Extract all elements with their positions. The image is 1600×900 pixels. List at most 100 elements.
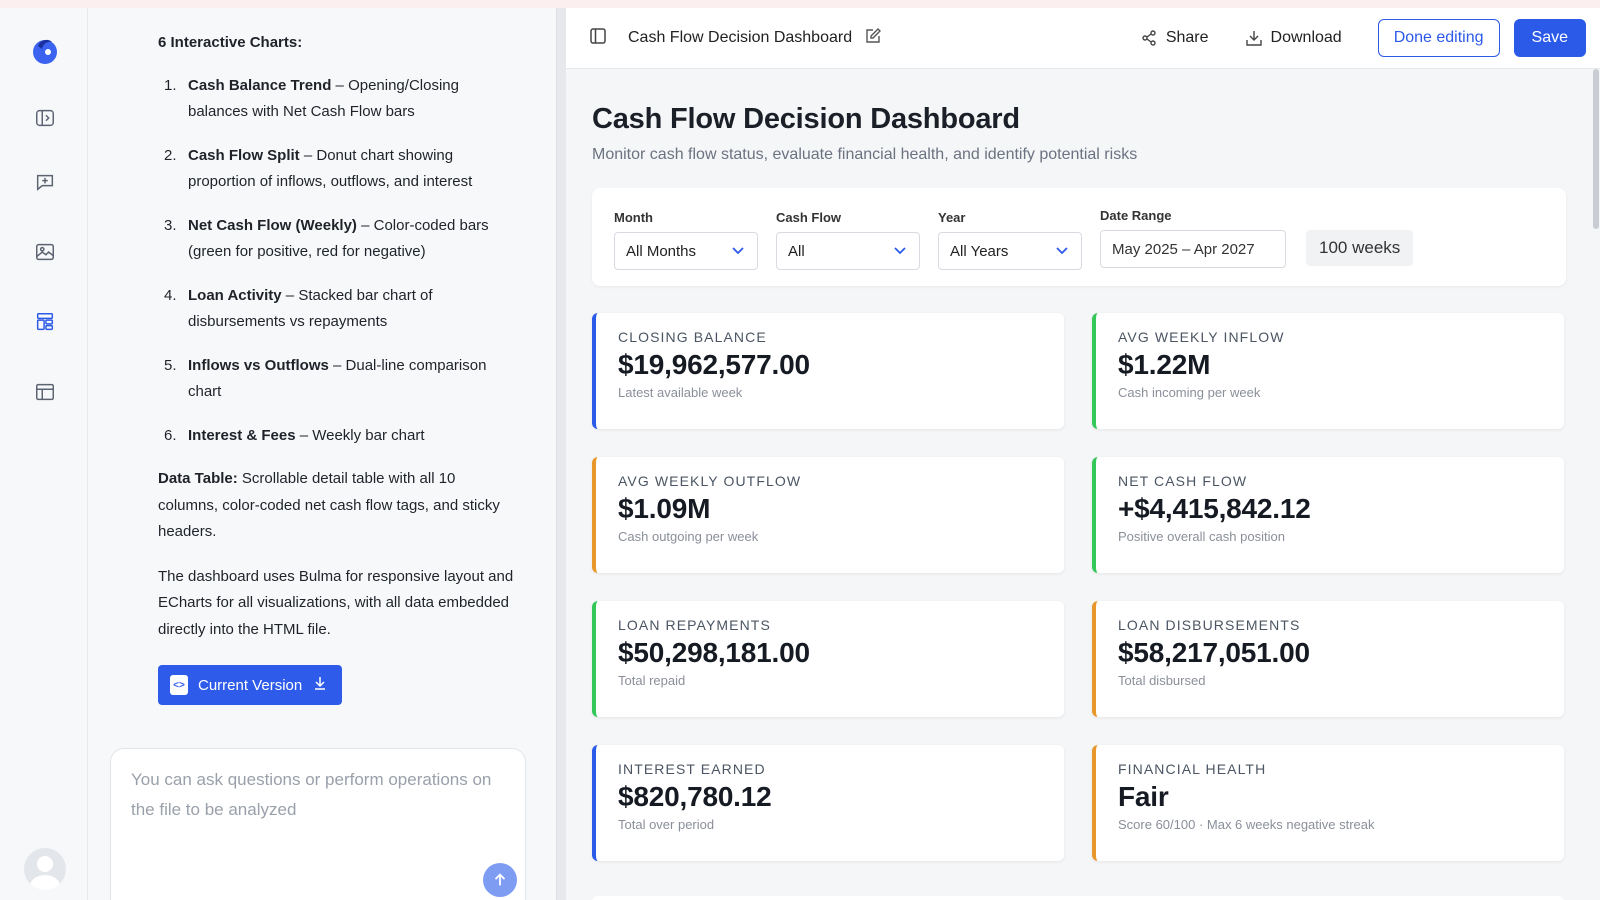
- kpi-hint: Total over period: [618, 817, 715, 832]
- left-rail: [0, 8, 88, 900]
- new-chat-icon[interactable]: [33, 170, 57, 194]
- list-item-title: Inflows vs Outflows: [188, 356, 329, 374]
- kpi-value: $50,298,181.00: [618, 637, 810, 668]
- preview-toolbar: Cash Flow Decision Dashboard Share Downl…: [566, 8, 1600, 69]
- download-label: Download: [1270, 29, 1342, 46]
- chevron-down-icon: [731, 243, 745, 261]
- charts-heading: 6 Interactive Charts:: [158, 34, 303, 51]
- list-item: 3. Net Cash Flow (Weekly) – Color-coded b…: [158, 213, 518, 266]
- list-item-text: – Weekly bar chart: [295, 426, 425, 444]
- data-table-text: Scrollable detail table with all 10 colu…: [158, 470, 500, 540]
- download-button[interactable]: Download: [1245, 29, 1342, 47]
- list-number: 2.: [164, 146, 177, 164]
- kpi-label: LOAN REPAYMENTS: [618, 617, 771, 633]
- kpi-card-avg-weekly-outflow: AVG WEEKLY OUTFLOW $1.09M Cash outgoing …: [592, 457, 1064, 573]
- list-item-title: Cash Balance Trend: [188, 76, 332, 94]
- list-item-text: – Dual-line comparison chart: [188, 356, 487, 401]
- list-item: 4. Loan Activity – Stacked bar chart of d…: [158, 283, 518, 336]
- kpi-value: $58,217,051.00: [1118, 637, 1310, 668]
- kpi-value: $820,780.12: [618, 781, 772, 812]
- scrollbar[interactable]: [1592, 69, 1600, 900]
- year-filter: Year All Years: [938, 210, 1082, 270]
- month-select[interactable]: All Months: [614, 232, 758, 270]
- chat-input[interactable]: You can ask questions or perform operati…: [110, 748, 526, 900]
- cash-flow-value: All: [788, 242, 805, 260]
- kpi-label: LOAN DISBURSEMENTS: [1118, 617, 1301, 633]
- year-value: All Years: [950, 242, 1009, 260]
- kpi-card-net-cash-flow: NET CASH FLOW +$4,415,842.12 Positive ov…: [1092, 457, 1564, 573]
- panel-toggle-icon[interactable]: [33, 106, 57, 130]
- kpi-card-interest-earned: INTEREST EARNED $820,780.12 Total over p…: [592, 745, 1064, 861]
- date-range-filter: Date Range May 2025 – Apr 2027: [1100, 208, 1286, 268]
- date-range-label: Date Range: [1100, 208, 1172, 223]
- kpi-card-avg-weekly-inflow: AVG WEEKLY INFLOW $1.22M Cash incoming p…: [1092, 313, 1564, 429]
- done-editing-button[interactable]: Done editing: [1377, 19, 1500, 57]
- filter-bar: Month All Months Cash Flow All Year All …: [592, 188, 1566, 286]
- list-number: 3.: [164, 216, 177, 234]
- charts-list: 1. Cash Balance Trend – Opening/Closing b…: [158, 73, 518, 450]
- kpi-value: +$4,415,842.12: [1118, 493, 1311, 524]
- current-version-label: Current Version: [198, 676, 303, 694]
- list-item-title: Interest & Fees: [188, 426, 296, 444]
- cash-flow-filter: Cash Flow All: [776, 210, 920, 270]
- save-button[interactable]: Save: [1513, 19, 1586, 57]
- list-item-title: Loan Activity: [188, 286, 282, 304]
- assistant-message: 6 Interactive Charts: 1. Cash Balance Tre…: [158, 30, 518, 705]
- list-item: 1. Cash Balance Trend – Opening/Closing b…: [158, 73, 518, 126]
- list-number: 5.: [164, 356, 177, 374]
- send-button[interactable]: [483, 863, 517, 897]
- chevron-down-icon: [893, 243, 907, 261]
- app-logo-icon[interactable]: [30, 36, 60, 66]
- list-item-text: – Stacked bar chart of disbursements vs …: [188, 286, 433, 331]
- month-label: Month: [614, 210, 653, 225]
- list-item: 2. Cash Flow Split – Donut chart showing …: [158, 143, 518, 196]
- kpi-card-closing-balance: CLOSING BALANCE $19,962,577.00 Latest av…: [592, 313, 1064, 429]
- list-item: 6. Interest & Fees – Weekly bar chart: [158, 423, 518, 450]
- dashboard-icon[interactable]: [33, 310, 57, 334]
- list-number: 4.: [164, 286, 177, 304]
- document-title: Cash Flow Decision Dashboard: [628, 29, 853, 46]
- current-version-button[interactable]: <> Current Version: [158, 665, 343, 705]
- kpi-label: AVG WEEKLY OUTFLOW: [618, 473, 802, 489]
- kpi-cards: CLOSING BALANCE $19,962,577.00 Latest av…: [592, 313, 1566, 861]
- month-value: All Months: [626, 242, 697, 260]
- kpi-hint: Latest available week: [618, 385, 743, 400]
- kpi-hint: Cash outgoing per week: [618, 529, 759, 544]
- avatar-icon[interactable]: [24, 848, 66, 890]
- cash-flow-label: Cash Flow: [776, 210, 842, 225]
- closing-paragraph: The dashboard uses Bulma for responsive …: [158, 567, 514, 638]
- kpi-label: CLOSING BALANCE: [618, 329, 767, 345]
- date-range-input[interactable]: May 2025 – Apr 2027: [1100, 230, 1286, 268]
- edit-title-icon[interactable]: [864, 27, 882, 50]
- list-item-title: Cash Flow Split: [188, 146, 300, 164]
- chat-input-placeholder: You can ask questions or perform operati…: [131, 770, 492, 819]
- year-select[interactable]: All Years: [938, 232, 1082, 270]
- download-icon: [312, 675, 328, 695]
- list-item-text: – Color-coded bars (green for positive, …: [188, 216, 489, 261]
- dashboard: Cash Flow Decision Dashboard Monitor cas…: [592, 69, 1566, 861]
- next-section-card: [592, 896, 1564, 900]
- panel-resize-handle[interactable]: [556, 8, 566, 900]
- code-file-icon: <>: [170, 675, 188, 695]
- kpi-hint: Total disbursed: [1118, 673, 1206, 688]
- list-item-text: – Opening/Closing balances with Net Cash…: [188, 76, 459, 121]
- image-gallery-icon[interactable]: [33, 240, 57, 264]
- chevron-down-icon: [1055, 243, 1069, 261]
- cash-flow-select[interactable]: All: [776, 232, 920, 270]
- kpi-hint: Total repaid: [618, 673, 686, 688]
- arrow-up-icon: [494, 873, 506, 886]
- list-item-title: Net Cash Flow (Weekly): [188, 216, 357, 234]
- data-table-label: Data Table:: [158, 470, 238, 487]
- scrollbar-thumb[interactable]: [1593, 69, 1599, 229]
- sidebar-toggle-icon[interactable]: [588, 26, 608, 51]
- page-title: Cash Flow Decision Dashboard: [592, 103, 1020, 135]
- list-number: 1.: [164, 76, 177, 94]
- data-table-paragraph: Data Table: Scrollable detail table with…: [158, 466, 518, 546]
- list-number: 6.: [164, 426, 177, 444]
- kpi-label: INTEREST EARNED: [618, 761, 766, 777]
- table-layout-icon[interactable]: [33, 380, 57, 404]
- kpi-value: Fair: [1118, 781, 1169, 812]
- share-button[interactable]: Share: [1140, 29, 1209, 47]
- kpi-label: NET CASH FLOW: [1118, 473, 1248, 489]
- download-icon: [1245, 31, 1262, 46]
